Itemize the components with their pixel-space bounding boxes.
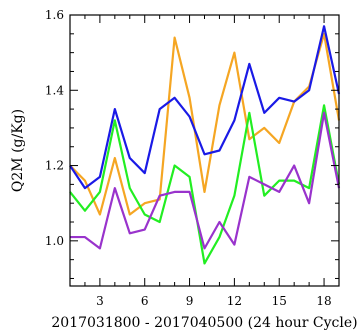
x-tick-label: 15 — [272, 294, 287, 308]
x-tick-label: 12 — [227, 294, 242, 308]
axes-layer: 3 6 9 12 15 18 1.0 1.2 1.4 1.6 — [45, 8, 340, 308]
y-tick-label: 1.0 — [45, 234, 64, 248]
ticks-layer: 3 6 9 12 15 18 1.0 1.2 1.4 1.6 — [45, 8, 340, 308]
x-tick-label: 6 — [141, 294, 149, 308]
y-axis-title: Q2M (g/Kg) — [10, 109, 26, 192]
x-tick-label: 18 — [316, 294, 331, 308]
x-tick-label: 9 — [186, 294, 194, 308]
series-line-3 — [69, 104, 341, 265]
series-layer — [69, 25, 341, 265]
y-tick-label: 1.6 — [45, 8, 64, 22]
x-axis-title: 2017031800 - 2017040500 (24 hour Cycle) — [51, 315, 357, 331]
y-tick-label: 1.2 — [45, 159, 64, 173]
y-tick-label: 1.4 — [45, 83, 64, 97]
x-tick-label: 3 — [96, 294, 104, 308]
series-line-2 — [69, 25, 341, 190]
series-line-4 — [70, 111, 341, 250]
series-line-1 — [69, 32, 341, 216]
